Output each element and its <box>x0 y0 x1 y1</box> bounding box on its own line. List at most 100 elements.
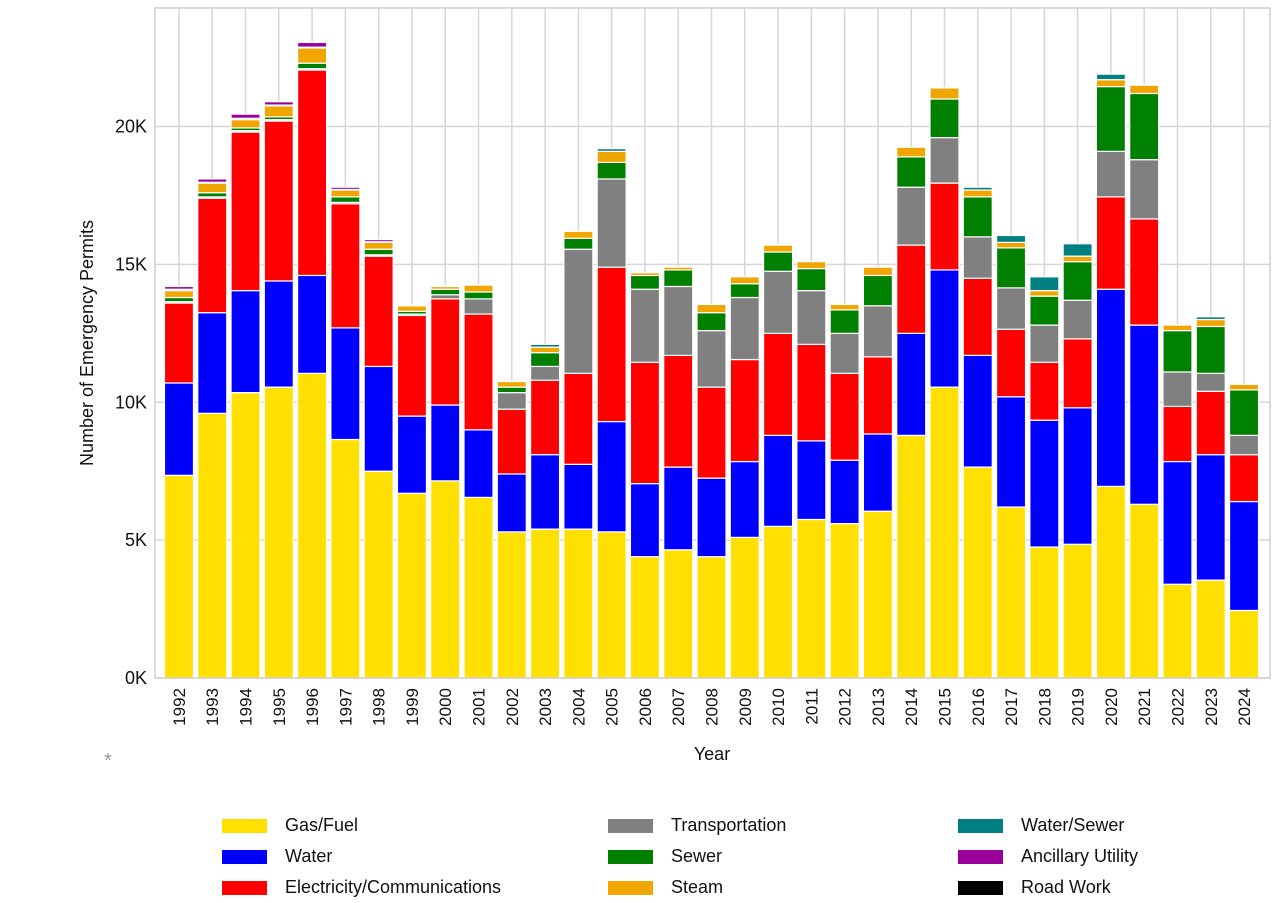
bar-segment-electricity-communications-1994 <box>230 131 261 292</box>
bar-segment-electricity-communications-1997 <box>330 203 361 329</box>
bar-segment-gas-fuel-2020 <box>1095 485 1127 679</box>
y-tick-label: 10K <box>115 392 147 412</box>
x-axis-label: Year <box>694 744 730 764</box>
bar-segment-transportation-2015 <box>929 136 960 184</box>
x-tick-label: 1998 <box>370 688 389 726</box>
bar-segment-electricity-communications-2018 <box>1029 361 1060 421</box>
x-tick-label: 1997 <box>336 688 355 726</box>
bar-segment-water-2011 <box>796 440 827 521</box>
bar-segment-electricity-communications-2021 <box>1129 218 1160 326</box>
bar-segment-electricity-communications-2006 <box>629 361 661 485</box>
bar-segment-electricity-communications-1999 <box>396 314 428 417</box>
bar-segment-gas-fuel-2003 <box>529 528 561 679</box>
bar-segment-gas-fuel-2022 <box>1162 583 1193 679</box>
bar-segment-ancillary-utility-1995 <box>263 101 294 106</box>
bar-segment-transportation-2012 <box>829 332 860 374</box>
bar-segment-sewer-2021 <box>1129 92 1160 161</box>
bar-segment-water-1999 <box>396 415 428 494</box>
bar-segment-steam-2020 <box>1095 79 1127 88</box>
bar-segment-sewer-2019 <box>1062 261 1093 301</box>
x-tick-label: 2002 <box>503 688 522 726</box>
x-tick-label: 2023 <box>1202 688 1221 726</box>
bar-segment-steam-2018 <box>1029 290 1060 297</box>
bar-segment-water-2006 <box>629 483 661 558</box>
legend-label: Gas/Fuel <box>285 815 359 835</box>
bar-segment-water-sewer-2019 <box>1062 243 1093 257</box>
bar-segment-water-1996 <box>296 274 328 374</box>
bar-segment-steam-2019 <box>1062 255 1093 263</box>
x-tick-label: 2004 <box>569 688 588 726</box>
bar-segment-gas-fuel-2015 <box>929 386 960 679</box>
bar-segment-electricity-communications-2014 <box>896 244 927 334</box>
bar-segment-transportation-2010 <box>762 270 794 334</box>
bar-segment-sewer-2003 <box>529 352 561 368</box>
bar-segment-gas-fuel-1994 <box>230 392 261 679</box>
bar-segment-steam-1993 <box>197 182 228 194</box>
bar-segment-sewer-2006 <box>629 274 661 290</box>
bar-segment-sewer-2007 <box>663 269 694 288</box>
bar-segment-electricity-communications-1998 <box>363 255 394 368</box>
x-tick-label: 2006 <box>636 688 655 726</box>
x-tick-label: 2022 <box>1168 688 1187 726</box>
legend-item: Electricity/Communications <box>222 877 501 898</box>
bar-segment-gas-fuel-2019 <box>1062 543 1093 679</box>
bar-segment-water-sewer-2020 <box>1095 73 1127 81</box>
bars <box>163 41 1260 679</box>
legend-item: Water <box>222 846 332 867</box>
x-tick-label: 1996 <box>303 688 322 726</box>
bar-segment-steam-2022 <box>1162 324 1193 332</box>
bar-segment-steam-2012 <box>829 303 860 311</box>
bar-segment-gas-fuel-2009 <box>729 536 760 679</box>
x-tick-label: 2021 <box>1135 688 1154 726</box>
bar-segment-gas-fuel-2005 <box>596 531 627 679</box>
bar-segment-sewer-2023 <box>1195 325 1226 374</box>
bar-segment-water-sewer-2016 <box>962 186 993 191</box>
y-axis-label: Number of Emergency Permits <box>77 220 97 466</box>
legend-item: Ancillary Utility <box>958 846 1138 867</box>
bar-segment-steam-2008 <box>696 303 727 314</box>
legend-swatch <box>222 818 267 833</box>
bar-segment-transportation-2008 <box>696 329 727 388</box>
bar-segment-electricity-communications-2019 <box>1062 338 1093 409</box>
bar-segment-electricity-communications-2008 <box>696 386 727 479</box>
bar-segment-electricity-communications-1996 <box>296 69 328 277</box>
x-tick-label: 2012 <box>836 688 855 726</box>
bar-segment-electricity-communications-2010 <box>762 332 794 436</box>
bar-segment-sewer-1997 <box>330 196 361 203</box>
bar-segment-steam-2014 <box>896 146 927 158</box>
legend-item: Gas/Fuel <box>222 815 358 836</box>
bar-segment-sewer-2024 <box>1228 389 1260 436</box>
bar-segment-transportation-2006 <box>629 288 661 363</box>
bar-segment-electricity-communications-1993 <box>197 197 228 314</box>
bar-segment-gas-fuel-2000 <box>430 480 461 679</box>
legend-swatch <box>608 849 653 864</box>
x-tick-label: 2014 <box>902 688 921 726</box>
bar-segment-steam-2021 <box>1129 84 1160 95</box>
x-tick-label: 2019 <box>1069 688 1088 726</box>
bar-segment-gas-fuel-1998 <box>363 470 394 679</box>
bar-segment-electricity-communications-2007 <box>663 354 694 468</box>
bar-segment-steam-1999 <box>396 305 428 312</box>
bar-segment-sewer-2016 <box>962 196 993 238</box>
bar-segment-ancillary-utility-1997 <box>330 186 361 191</box>
bar-segment-sewer-2002 <box>496 386 527 394</box>
bar-segment-water-sewer-2003 <box>529 343 561 348</box>
bar-segment-transportation-2017 <box>995 287 1027 330</box>
bar-segment-transportation-2023 <box>1195 372 1226 392</box>
bar-segment-electricity-communications-2017 <box>995 328 1027 398</box>
bar-segment-sewer-2001 <box>463 291 494 300</box>
bar-segment-transportation-2014 <box>896 186 927 246</box>
bar-segment-transportation-2000 <box>430 294 461 300</box>
bar-segment-sewer-1992 <box>163 296 195 303</box>
bar-segment-gas-fuel-2024 <box>1228 609 1260 679</box>
bar-segment-water-2018 <box>1029 419 1060 548</box>
legend-label: Road Work <box>1021 877 1111 897</box>
bar-segment-gas-fuel-2006 <box>629 556 661 679</box>
x-tick-label: 1994 <box>237 688 256 726</box>
bar-segment-steam-1994 <box>230 119 261 129</box>
bar-segment-ancillary-utility-1993 <box>197 178 228 183</box>
bar-segment-transportation-2020 <box>1095 150 1127 198</box>
bar-segment-water-sewer-2023 <box>1195 316 1226 321</box>
bar-segment-gas-fuel-1996 <box>296 372 328 679</box>
